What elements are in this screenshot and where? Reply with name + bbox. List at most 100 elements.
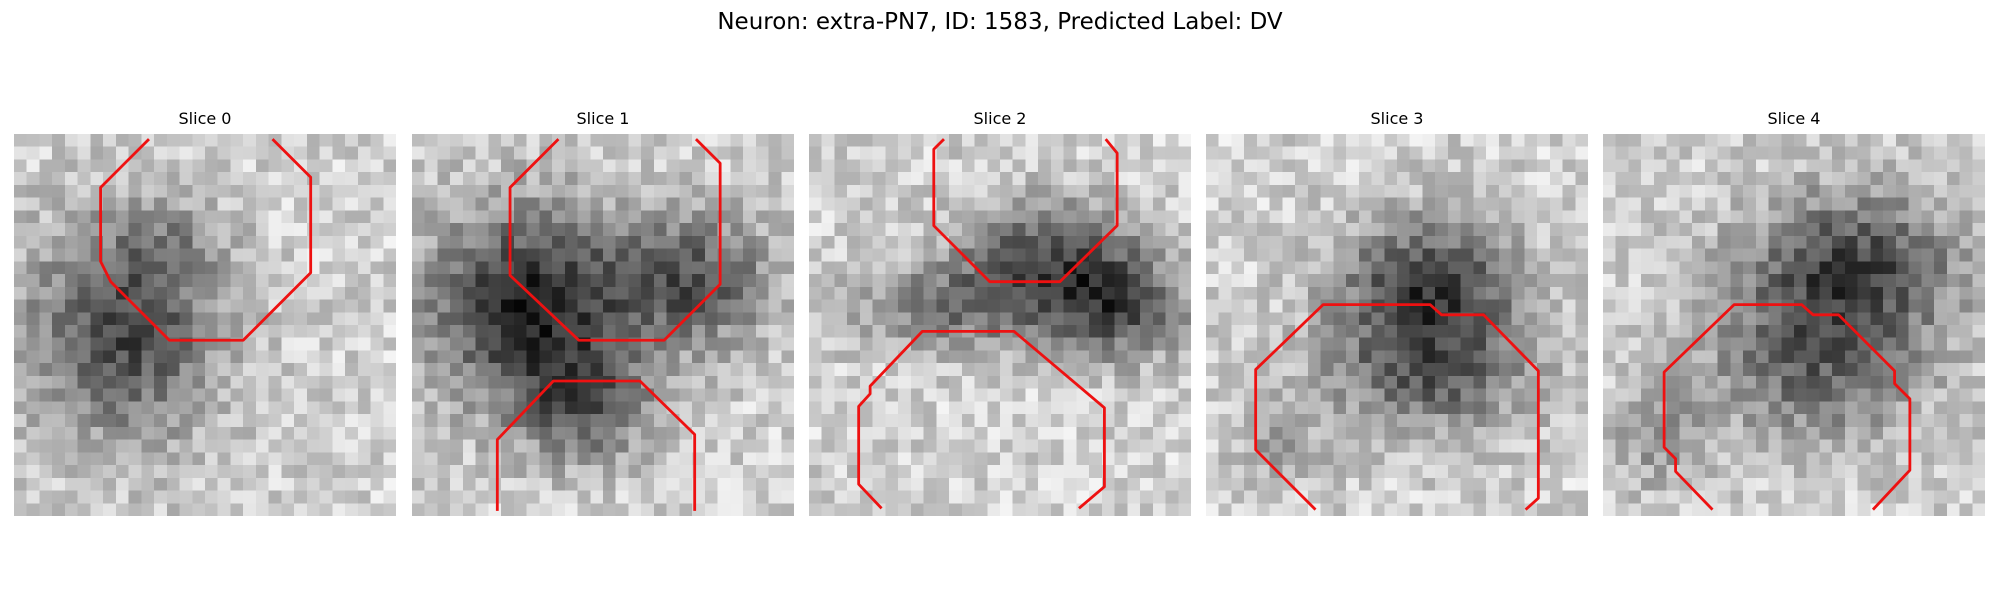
- image-pixel: [180, 503, 193, 516]
- image-pixel: [1231, 172, 1244, 185]
- image-pixel: [1473, 274, 1486, 287]
- image-pixel: [243, 261, 256, 274]
- image-pixel: [1832, 465, 1845, 478]
- image-pixel: [1858, 210, 1871, 223]
- image-pixel: [1947, 261, 1960, 274]
- image-pixel: [1025, 325, 1038, 338]
- image-pixel: [230, 491, 243, 504]
- image-pixel: [1435, 185, 1448, 198]
- image-pixel: [924, 452, 937, 465]
- image-pixel: [1257, 172, 1270, 185]
- image-pixel: [256, 134, 269, 147]
- image-pixel: [641, 261, 654, 274]
- image-pixel: [885, 440, 898, 453]
- image-pixel: [180, 363, 193, 376]
- image-pixel: [383, 210, 396, 223]
- image-pixel: [1718, 503, 1731, 516]
- image-pixel: [1244, 325, 1257, 338]
- image-pixel: [1461, 300, 1474, 313]
- image-pixel: [1372, 172, 1385, 185]
- image-pixel: [488, 287, 501, 300]
- image-pixel: [501, 147, 514, 160]
- image-pixel: [718, 134, 731, 147]
- image-pixel: [565, 159, 578, 172]
- image-pixel: [116, 491, 129, 504]
- image-pixel: [834, 261, 847, 274]
- image-pixel: [1231, 465, 1244, 478]
- image-pixel: [345, 147, 358, 160]
- image-pixel: [1384, 363, 1397, 376]
- image-pixel: [78, 440, 91, 453]
- image-pixel: [1550, 185, 1563, 198]
- image-pixel: [911, 236, 924, 249]
- image-pixel: [14, 274, 27, 287]
- image-pixel: [1896, 147, 1909, 160]
- image-pixel: [78, 363, 91, 376]
- image-pixel: [1013, 465, 1026, 478]
- image-pixel: [1115, 274, 1128, 287]
- image-pixel: [514, 427, 527, 440]
- image-pixel: [730, 414, 743, 427]
- image-pixel: [358, 401, 371, 414]
- image-pixel: [756, 147, 769, 160]
- image-pixel: [860, 198, 873, 211]
- image-pixel: [603, 325, 616, 338]
- image-pixel: [898, 401, 911, 414]
- image-pixel: [1435, 147, 1448, 160]
- image-pixel: [1178, 389, 1191, 402]
- image-pixel: [1972, 376, 1985, 389]
- image-pixel: [78, 312, 91, 325]
- image-pixel: [1295, 185, 1308, 198]
- image-pixel: [987, 312, 1000, 325]
- image-pixel: [975, 350, 988, 363]
- image-pixel: [578, 325, 591, 338]
- image-pixel: [1410, 478, 1423, 491]
- image-pixel: [1115, 401, 1128, 414]
- image-pixel: [39, 401, 52, 414]
- image-pixel: [1769, 287, 1782, 300]
- image-pixel: [1089, 363, 1102, 376]
- image-pixel: [1025, 134, 1038, 147]
- image-pixel: [141, 389, 154, 402]
- image-pixel: [1397, 325, 1410, 338]
- image-pixel: [256, 261, 269, 274]
- image-pixel: [1769, 261, 1782, 274]
- image-pixel: [834, 376, 847, 389]
- image-pixel: [463, 376, 476, 389]
- image-pixel: [332, 401, 345, 414]
- image-pixel: [1219, 338, 1232, 351]
- image-pixel: [730, 478, 743, 491]
- image-pixel: [281, 427, 294, 440]
- image-pixel: [383, 172, 396, 185]
- image-pixel: [514, 159, 527, 172]
- image-pixel: [463, 363, 476, 376]
- image-pixel: [834, 427, 847, 440]
- image-pixel: [781, 274, 794, 287]
- image-pixel: [756, 210, 769, 223]
- image-pixel: [1616, 249, 1629, 262]
- image-pixel: [705, 440, 718, 453]
- image-pixel: [527, 389, 540, 402]
- image-pixel: [180, 300, 193, 313]
- image-pixel: [345, 363, 358, 376]
- image-pixel: [1781, 440, 1794, 453]
- image-pixel: [730, 287, 743, 300]
- image-pixel: [1909, 249, 1922, 262]
- image-pixel: [781, 401, 794, 414]
- image-pixel: [822, 210, 835, 223]
- image-pixel: [1397, 261, 1410, 274]
- image-pixel: [1845, 350, 1858, 363]
- image-pixel: [847, 503, 860, 516]
- image-pixel: [230, 414, 243, 427]
- image-pixel: [1231, 198, 1244, 211]
- image-pixel: [1461, 172, 1474, 185]
- image-pixel: [332, 274, 345, 287]
- image-pixel: [1397, 491, 1410, 504]
- image-pixel: [243, 210, 256, 223]
- image-pixel: [885, 236, 898, 249]
- image-pixel: [822, 389, 835, 402]
- image-pixel: [936, 427, 949, 440]
- image-pixel: [1743, 325, 1756, 338]
- image-pixel: [527, 491, 540, 504]
- image-pixel: [1102, 287, 1115, 300]
